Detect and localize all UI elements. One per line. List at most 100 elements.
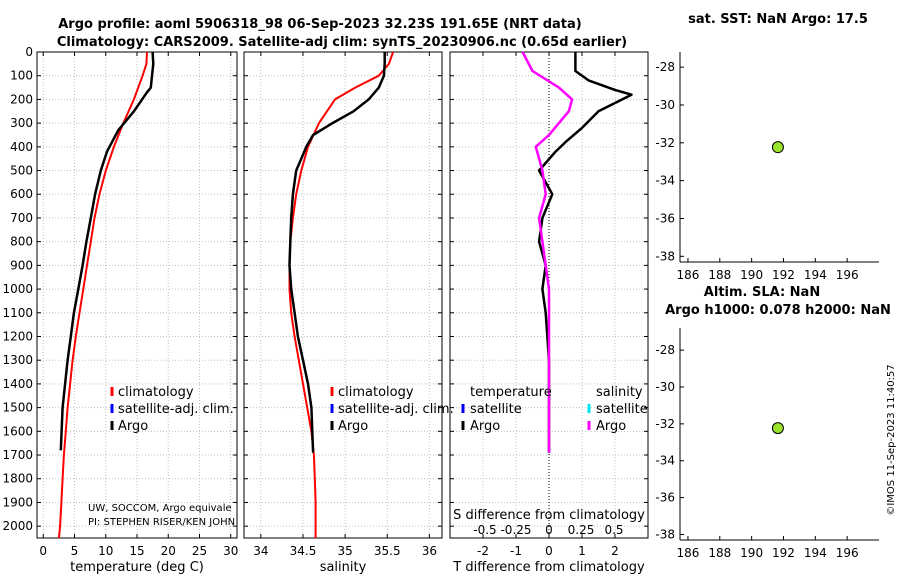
x-tick-label: 2 bbox=[611, 544, 619, 558]
x-tick-label: 30 bbox=[223, 544, 238, 558]
x-tick-label: 10 bbox=[98, 544, 113, 558]
legend-label: Argo bbox=[118, 419, 148, 434]
y-tick-label: 1300 bbox=[2, 353, 33, 367]
y-tick-label: 2000 bbox=[2, 519, 33, 533]
x-tick-label: 36 bbox=[422, 544, 437, 558]
map-y-tick-label: -30 bbox=[655, 98, 675, 112]
x-tick-label: 15 bbox=[129, 544, 144, 558]
x-tick-label: 34.5 bbox=[290, 544, 317, 558]
argo-position-marker bbox=[771, 422, 784, 435]
legend-label: satellite-adj. clim. bbox=[118, 402, 234, 417]
x2-axis-label: S difference from climatology bbox=[453, 508, 645, 523]
x-tick-label: 35 bbox=[337, 544, 352, 558]
y-tick-label: 0 bbox=[25, 45, 33, 59]
y-tick-label: 500 bbox=[10, 164, 33, 178]
legend-label: satellite-adj. clim. bbox=[338, 402, 454, 417]
x-tick-label: 5 bbox=[71, 544, 79, 558]
y-tick-label: 1500 bbox=[2, 401, 33, 415]
map-x-tick-label: 194 bbox=[804, 546, 827, 560]
y-tick-label: 300 bbox=[10, 116, 33, 130]
y-tick-label: 1900 bbox=[2, 495, 33, 509]
map-x-tick-label: 192 bbox=[772, 546, 795, 560]
legend-label: satellite bbox=[596, 402, 648, 417]
diff-legend-temperature: temperature bbox=[470, 385, 552, 400]
y-tick-label: 1800 bbox=[2, 472, 33, 486]
salinity-argo-line bbox=[288, 52, 386, 453]
y-tick-label: 1700 bbox=[2, 448, 33, 462]
y-tick-label: 400 bbox=[10, 140, 33, 154]
map-y-tick-label: -32 bbox=[655, 136, 675, 150]
y-tick-label: 1000 bbox=[2, 282, 33, 296]
map-x-tick-label: 192 bbox=[772, 268, 795, 282]
panel-frame bbox=[243, 51, 443, 539]
y-tick-label: 600 bbox=[10, 187, 33, 201]
legend-label: Argo bbox=[470, 419, 500, 434]
map-x-tick-label: 190 bbox=[740, 546, 763, 560]
title-line2: Climatology: CARS2009. Satellite-adj cli… bbox=[57, 35, 627, 50]
map-x-tick-label: 188 bbox=[708, 268, 731, 282]
y-tick-label: 200 bbox=[10, 92, 33, 106]
diff-legend-salinity: salinity bbox=[596, 385, 643, 400]
legend-label: satellite bbox=[470, 402, 522, 417]
map-y-tick-label: -34 bbox=[655, 174, 675, 188]
map-y-tick-label: -38 bbox=[655, 527, 675, 541]
x-tick-label: 1 bbox=[578, 544, 586, 558]
imos-stamp: ©IMOS 11-Sep-2023 11:40:57 bbox=[886, 364, 897, 515]
map-y-tick-label: -36 bbox=[655, 211, 675, 225]
map-x-tick-label: 196 bbox=[836, 268, 859, 282]
sla-title: Altim. SLA: NaN bbox=[704, 285, 820, 300]
x-axis-label: T difference from climatology bbox=[452, 560, 645, 575]
diff-salinity-argo-line bbox=[521, 51, 574, 453]
salinity-climatology-line bbox=[288, 51, 395, 538]
x-tick-label: -1 bbox=[510, 544, 522, 558]
map-x-tick-label: 196 bbox=[836, 546, 859, 560]
map-x-tick-label: 186 bbox=[677, 268, 700, 282]
x2-tick-label: 0.5 bbox=[604, 523, 623, 537]
x2-tick-label: -0.5 bbox=[473, 523, 496, 537]
temperature-argo-line bbox=[59, 51, 155, 451]
x-tick-label: 20 bbox=[161, 544, 176, 558]
map-y-tick-label: -34 bbox=[655, 454, 675, 468]
y-tick-label: 100 bbox=[10, 69, 33, 83]
argo-position-marker bbox=[771, 141, 784, 154]
sst-title: sat. SST: NaN Argo: 17.5 bbox=[688, 12, 868, 27]
x2-tick-label: 0.25 bbox=[568, 523, 595, 537]
x2-tick-label: -0.25 bbox=[500, 523, 531, 537]
legend-label: Argo bbox=[338, 419, 368, 434]
x-axis-label: salinity bbox=[320, 560, 367, 575]
legend-label: Argo bbox=[596, 419, 626, 434]
credit-line2: PI: STEPHEN RISER/KEN JOHN bbox=[88, 517, 235, 528]
map-y-tick-label: -36 bbox=[655, 491, 675, 505]
map-x-tick-label: 190 bbox=[740, 268, 763, 282]
y-tick-label: 1400 bbox=[2, 377, 33, 391]
x-tick-label: -2 bbox=[477, 544, 489, 558]
legend-label: climatology bbox=[338, 385, 414, 400]
credit-line1: UW, SOCCOM, Argo equivale bbox=[88, 503, 232, 514]
y-tick-label: 700 bbox=[10, 211, 33, 225]
y-tick-label: 800 bbox=[10, 235, 33, 249]
map-y-tick-label: -38 bbox=[655, 249, 675, 263]
legend-label: climatology bbox=[118, 385, 194, 400]
temperature-climatology-line bbox=[57, 51, 148, 539]
sla-title2: Argo h1000: 0.078 h2000: NaN bbox=[665, 303, 891, 318]
map-x-tick-label: 194 bbox=[804, 268, 827, 282]
map-y-tick-label: -30 bbox=[655, 380, 675, 394]
map-y-tick-label: -28 bbox=[655, 343, 675, 357]
map-x-tick-label: 188 bbox=[708, 546, 731, 560]
map-x-tick-label: 186 bbox=[677, 546, 700, 560]
x-tick-label: 34 bbox=[253, 544, 268, 558]
y-tick-label: 1200 bbox=[2, 329, 33, 343]
map-y-tick-label: -28 bbox=[655, 60, 675, 74]
y-tick-label: 900 bbox=[10, 258, 33, 272]
x-tick-label: 35.5 bbox=[374, 544, 401, 558]
y-tick-label: 1600 bbox=[2, 424, 33, 438]
x-tick-label: 25 bbox=[192, 544, 207, 558]
y-tick-label: 1100 bbox=[2, 306, 33, 320]
x-tick-label: 0 bbox=[545, 544, 553, 558]
map-y-tick-label: -32 bbox=[655, 417, 675, 431]
x-axis-label: temperature (deg C) bbox=[70, 560, 204, 575]
title-line1: Argo profile: aoml 5906318_98 06-Sep-202… bbox=[58, 17, 582, 32]
x-tick-label: 0 bbox=[39, 544, 47, 558]
x2-tick-label: 0 bbox=[545, 523, 553, 537]
